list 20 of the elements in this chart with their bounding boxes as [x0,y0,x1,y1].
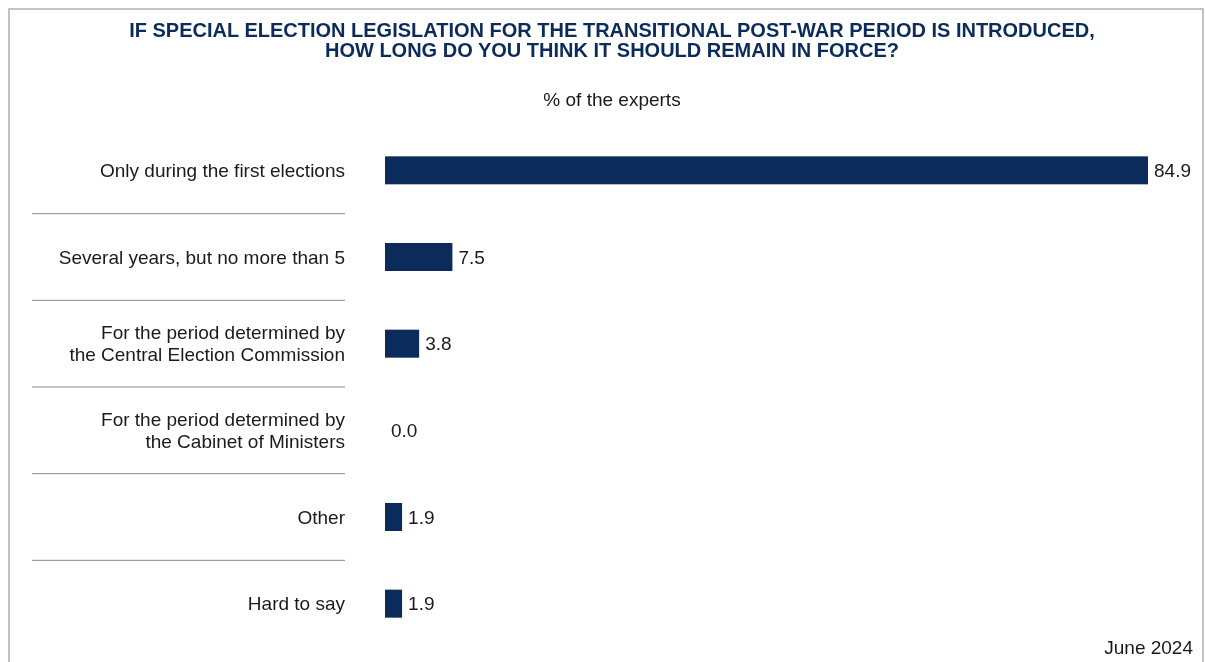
y-tick-label: Hard to say [247,593,346,615]
data-label: 3.8 [425,333,452,355]
bar [385,243,453,271]
annotation: June 2024 [1104,637,1194,658]
chart-subtitle: % of the experts [543,89,681,110]
y-tick-label: Other [297,506,346,528]
y-tick-label: For the period determined by the Cabinet of Ministers [101,408,346,452]
y-tick-label: Several years, but no more than 5 [58,246,345,268]
y-tick-label: Only during the first elections [99,159,345,181]
data-label: 7.5 [458,246,485,268]
chart-title: IF SPECIAL ELECTION LEGISLATION FOR THE TRANSITIONAL POST-WAR PERIOD IS INTRODUCED, HOW LONG DO YOU THINK IT SHOULD REMAIN IN FORCE? [129,19,1095,61]
bar [385,329,420,358]
data-label: 1.9 [408,506,435,528]
data-label: 1.9 [408,593,435,615]
data-label: 84.9 [1154,159,1191,181]
bar [385,156,1148,185]
bar [385,503,403,531]
y-tick-label: For the period determined by the Central Election Commission [69,322,346,366]
data-label: 0.0 [391,419,418,441]
bar [385,589,403,618]
